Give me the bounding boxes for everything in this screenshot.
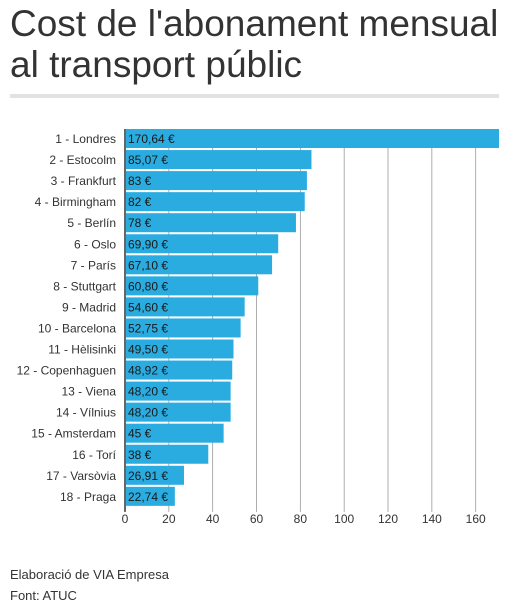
- bar-17: [126, 465, 184, 485]
- category-label-4: 4 - Birmingham: [35, 195, 116, 209]
- bar-14: [126, 402, 231, 422]
- value-label-14: 48,20 €: [128, 406, 168, 420]
- bar-chart: 1 - Londres 2 - Estocolm 3 - Frankfurt 4 - …: [17, 129, 499, 526]
- value-label-11: 49,50 €: [128, 343, 168, 357]
- bar-12: [126, 360, 233, 380]
- title-divider: [10, 94, 499, 98]
- bar-2: [126, 150, 312, 170]
- category-label-2: 2 - Estocolm: [49, 153, 116, 167]
- value-label-15: 45 €: [128, 427, 152, 441]
- value-label-4: 82 €: [128, 195, 152, 209]
- value-label-1: 170,64 €: [128, 132, 175, 146]
- value-label-9: 54,60 €: [128, 300, 168, 314]
- category-label-15: 15 - Amsterdam: [31, 427, 116, 441]
- category-label-10: 10 - Barcelona: [38, 321, 116, 335]
- value-labels: 170,64 € 85,07 € 83 € 82 € 78 € 69,90 € 67,10 …: [128, 132, 175, 504]
- category-label-1: 1 - Londres: [55, 132, 116, 146]
- category-label-5: 5 - Berlín: [67, 216, 116, 230]
- category-label-16: 16 - Torí: [72, 448, 116, 462]
- x-tick-140: 140: [422, 512, 442, 526]
- x-tick-100: 100: [334, 512, 354, 526]
- value-label-12: 48,92 €: [128, 364, 168, 378]
- value-label-18: 22,74 €: [128, 490, 168, 504]
- bar-15: [126, 423, 224, 443]
- x-tick-120: 120: [378, 512, 398, 526]
- bar-9: [126, 297, 245, 317]
- value-label-6: 69,90 €: [128, 237, 168, 251]
- bar-18: [126, 486, 175, 506]
- value-label-2: 85,07 €: [128, 153, 168, 167]
- category-label-17: 17 - Varsòvia: [46, 469, 116, 483]
- bar-1: [126, 129, 499, 148]
- category-label-7: 7 - París: [71, 258, 116, 272]
- chart-title: Cost de l'abonament mensual al transport…: [10, 3, 499, 85]
- x-tick-0: 0: [122, 512, 129, 526]
- value-label-5: 78 €: [128, 216, 152, 230]
- bar-3: [126, 171, 307, 191]
- category-label-8: 8 - Stuttgart: [53, 279, 116, 293]
- bar-4: [126, 192, 305, 212]
- value-label-13: 48,20 €: [128, 385, 168, 399]
- x-tick-80: 80: [294, 512, 308, 526]
- category-label-6: 6 - Oslo: [74, 237, 116, 251]
- category-label-11: 11 - Hèlisinki: [48, 343, 116, 357]
- value-label-3: 83 €: [128, 174, 152, 188]
- source-text: Font: ATUC: [10, 588, 77, 603]
- bar-8: [126, 276, 259, 296]
- category-label-14: 14 - Vílnius: [56, 406, 116, 420]
- bar-10: [126, 318, 241, 338]
- category-label-13: 13 - Viena: [62, 385, 117, 399]
- category-labels: 1 - Londres 2 - Estocolm 3 - Frankfurt 4 - …: [17, 132, 117, 504]
- x-tick-160: 160: [466, 512, 486, 526]
- bar-5: [126, 213, 296, 233]
- x-tick-labels: 0 20 40 60 80 100 120 140 160: [122, 512, 486, 526]
- category-label-18: 18 - Praga: [60, 490, 116, 504]
- x-tick-60: 60: [250, 512, 264, 526]
- bar-16: [126, 444, 209, 464]
- value-label-10: 52,75 €: [128, 321, 168, 335]
- credit-text: Elaboració de VIA Empresa: [10, 567, 169, 582]
- value-label-17: 26,91 €: [128, 469, 168, 483]
- category-label-9: 9 - Madrid: [62, 300, 116, 314]
- x-tick-40: 40: [206, 512, 220, 526]
- value-label-8: 60,80 €: [128, 279, 168, 293]
- bar-7: [126, 255, 273, 275]
- category-label-12: 12 - Copenhaguen: [17, 364, 116, 378]
- x-tick-20: 20: [162, 512, 176, 526]
- value-label-16: 38 €: [128, 448, 152, 462]
- value-label-7: 67,10 €: [128, 258, 168, 272]
- bars: [126, 129, 499, 506]
- bar-13: [126, 381, 231, 401]
- bar-6: [126, 234, 279, 254]
- category-label-3: 3 - Frankfurt: [51, 174, 117, 188]
- bar-11: [126, 339, 234, 359]
